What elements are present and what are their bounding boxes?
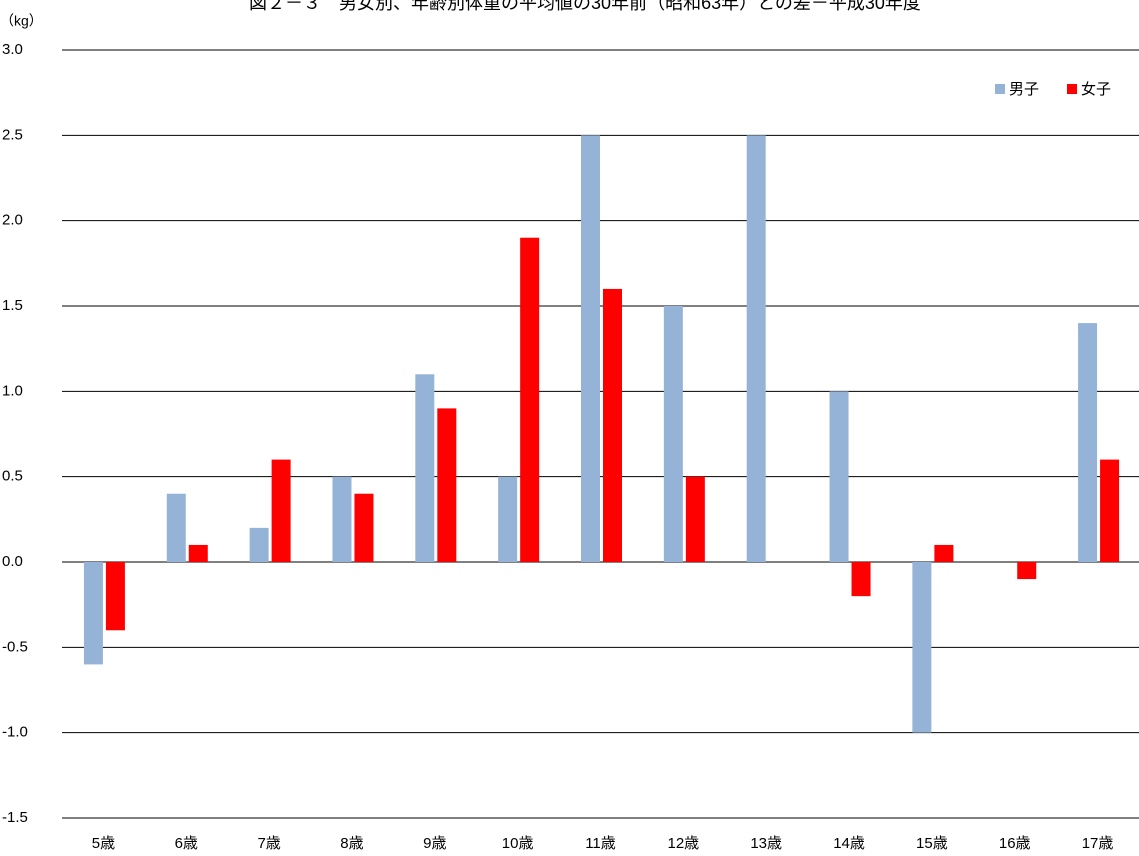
bar [603, 288, 622, 562]
bar [746, 135, 766, 563]
y-tick-label: -0.5 [2, 638, 28, 655]
y-tick-label: 1.5 [2, 297, 23, 314]
y-tick-label: 2.0 [2, 212, 23, 229]
legend-swatch [995, 84, 1005, 94]
bar [415, 374, 435, 562]
bar [520, 237, 540, 562]
x-tick-label: 9歳 [423, 835, 446, 852]
x-tick-label: 14歳 [833, 835, 865, 852]
x-tick-label: 13歳 [750, 835, 782, 852]
x-tick-label: 17歳 [1082, 835, 1114, 852]
legend-label: 女子 [1081, 80, 1111, 98]
y-tick-label: 2.5 [2, 126, 23, 143]
legend-swatch [1067, 84, 1077, 94]
x-tick-label: 7歳 [257, 835, 280, 852]
bar [188, 544, 208, 562]
x-tick-label: 16歳 [999, 835, 1031, 852]
bar [437, 408, 457, 562]
y-axis-unit: （kg） [0, 13, 43, 29]
bar [249, 527, 269, 562]
bar [271, 459, 291, 562]
legend-label: 男子 [1009, 81, 1039, 98]
bar [851, 562, 871, 597]
y-tick-label: 0.0 [2, 553, 23, 570]
bar [934, 544, 954, 562]
bar [1100, 459, 1120, 562]
bar [912, 562, 932, 733]
x-tick-label: 15歳 [916, 835, 948, 852]
bar [332, 476, 352, 562]
bar [685, 476, 705, 562]
chart-title: 図２－３ 男女別、年齢別体重の平均値の30年前（昭和63年）との差－平成30年度 [249, 0, 921, 13]
x-tick-label: 5歳 [92, 835, 115, 852]
bar [354, 493, 374, 562]
bar [663, 306, 683, 562]
bar [166, 493, 186, 562]
bar [105, 562, 125, 631]
x-tick-label: 10歳 [502, 835, 534, 852]
bar [1078, 323, 1098, 562]
x-tick-label: 8歳 [340, 835, 363, 852]
y-tick-label: 1.0 [2, 382, 23, 399]
bar [1017, 562, 1037, 580]
bar [829, 391, 849, 562]
y-tick-label: -1.5 [2, 809, 28, 826]
bar [498, 476, 518, 562]
bar [83, 562, 103, 665]
x-tick-label: 12歳 [668, 835, 700, 852]
x-tick-label: 11歳 [585, 835, 616, 852]
y-tick-label: 0.5 [2, 468, 23, 485]
x-tick-label: 6歳 [175, 835, 198, 852]
y-tick-label: 3.0 [2, 41, 23, 58]
bar [581, 135, 600, 563]
y-tick-label: -1.0 [2, 724, 28, 741]
